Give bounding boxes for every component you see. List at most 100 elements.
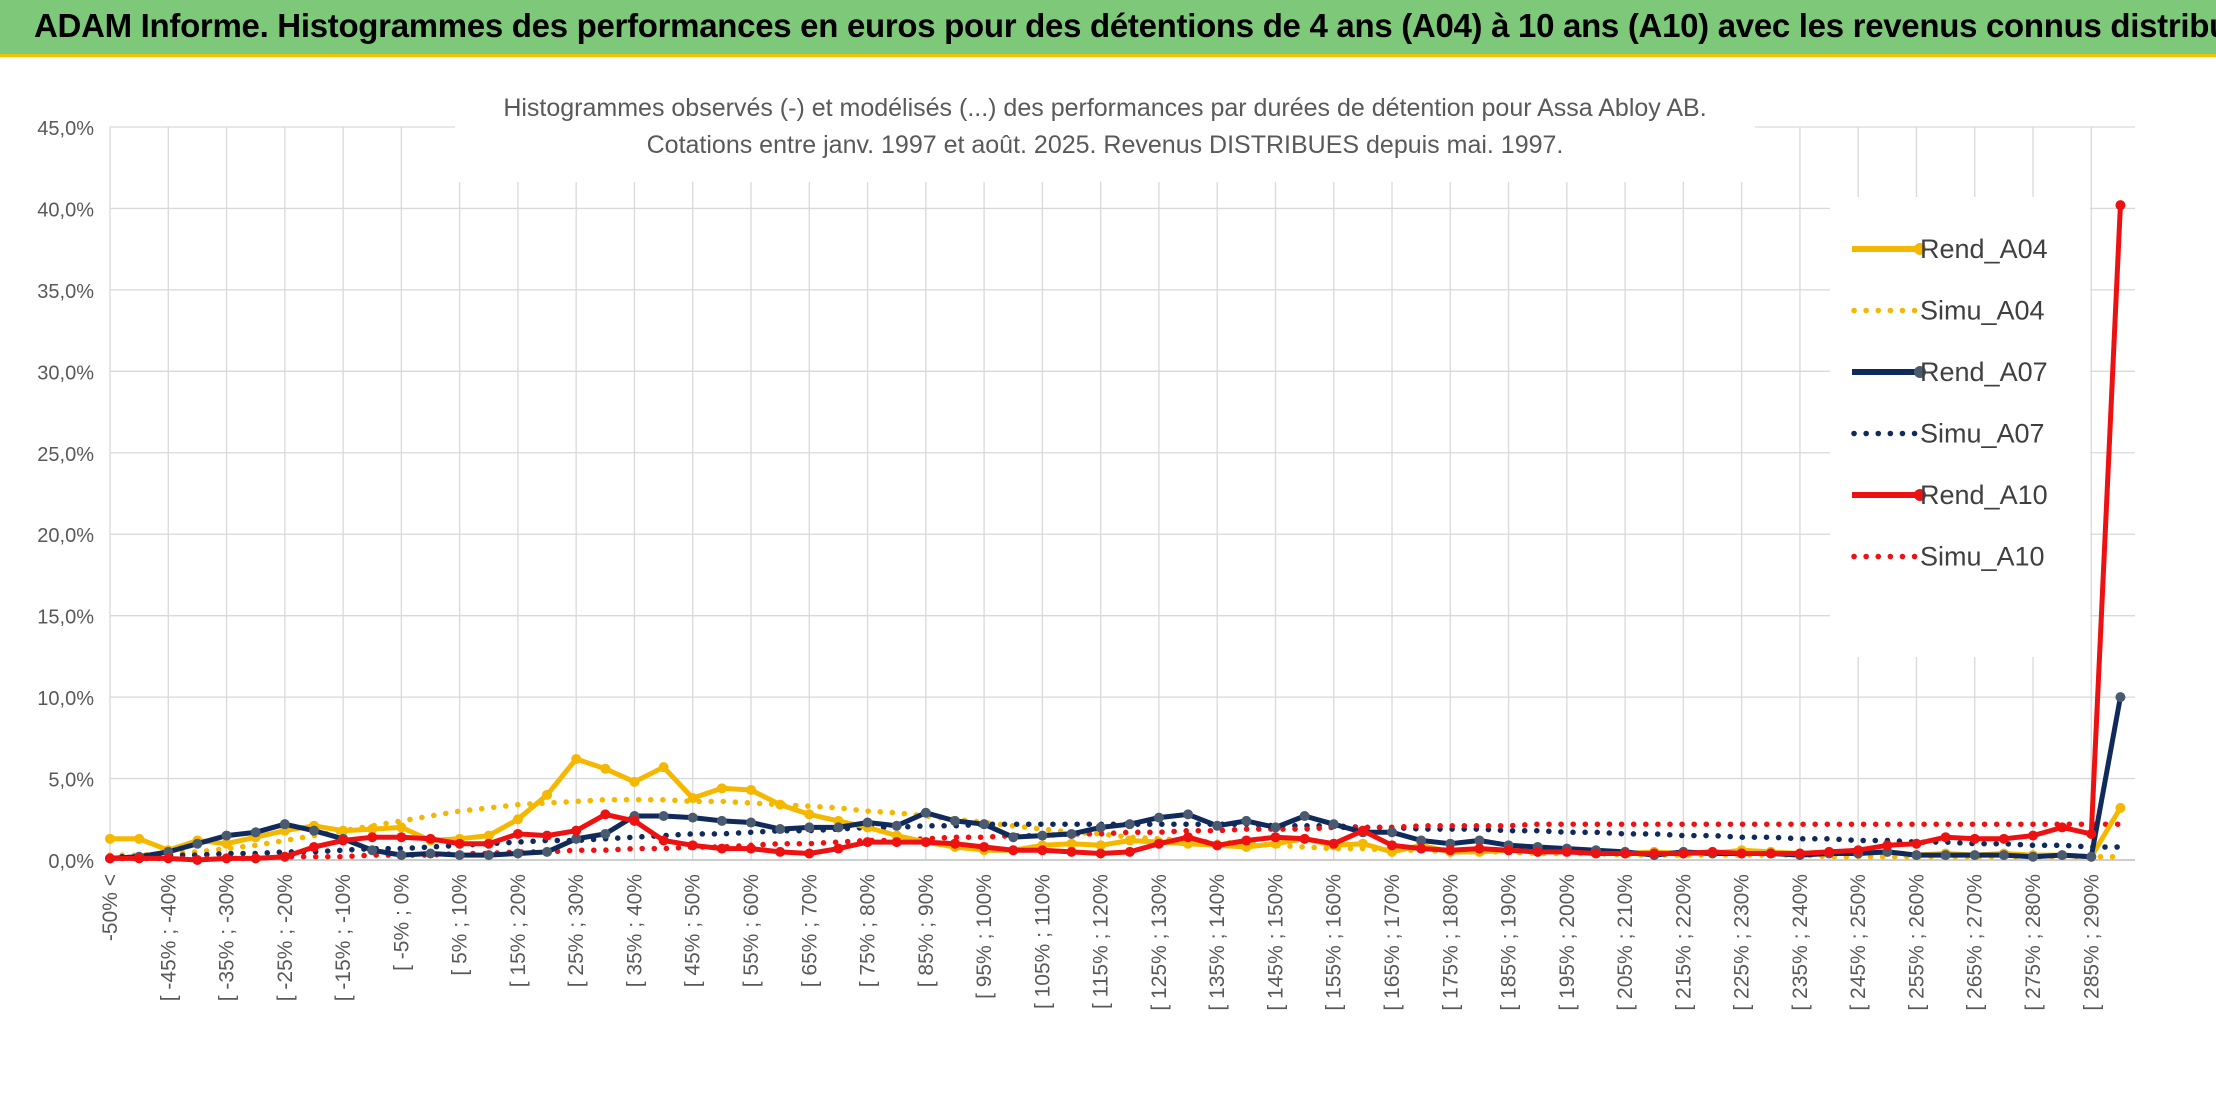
data-point [1620, 848, 1631, 859]
data-point [308, 825, 319, 836]
data-point [2115, 692, 2126, 703]
data-point [542, 846, 553, 857]
data-point [862, 837, 873, 848]
data-point [1969, 833, 1980, 844]
x-tick-label: [ 175% ; 180% [1439, 874, 1462, 1011]
data-point [454, 850, 465, 861]
data-point [1008, 845, 1019, 856]
y-tick-label: 5,0% [48, 770, 94, 792]
data-point [512, 828, 523, 839]
data-point [425, 833, 436, 844]
legend-item: Rend_A10 [1852, 480, 2048, 510]
y-tick-label: 40,0% [37, 199, 94, 221]
data-point [891, 837, 902, 848]
data-point [1008, 832, 1019, 843]
data-point [2086, 851, 2097, 862]
data-point [279, 819, 290, 830]
x-tick-label: [ 235% ; 240% [1789, 874, 1812, 1011]
data-point [1212, 820, 1223, 831]
data-point [687, 840, 698, 851]
x-tick-label: [ 225% ; 230% [1731, 874, 1754, 1011]
data-point [338, 825, 349, 836]
data-point [2086, 828, 2097, 839]
data-point [804, 822, 815, 833]
x-tick-label: [ 95% ; 100% [973, 874, 996, 999]
data-point [571, 833, 582, 844]
data-point [396, 822, 407, 833]
data-point [716, 843, 727, 854]
data-point [687, 793, 698, 804]
data-point [1736, 848, 1747, 859]
data-point [1678, 848, 1689, 859]
data-point [512, 814, 523, 825]
data-point [1969, 850, 1980, 861]
data-point [775, 846, 786, 857]
data-point [105, 853, 115, 864]
data-point [1474, 835, 1485, 846]
data-point [1649, 848, 1660, 859]
data-point [746, 784, 757, 795]
x-tick-label: [ -35% ; -30% [216, 874, 239, 1001]
data-point [338, 835, 349, 846]
y-tick-label: 25,0% [37, 444, 94, 466]
data-point [804, 848, 815, 859]
x-tick-label: [ 155% ; 160% [1323, 874, 1346, 1011]
data-point [1153, 812, 1164, 823]
data-point [1940, 832, 1951, 843]
data-point [1357, 825, 1368, 836]
data-point [1270, 832, 1281, 843]
histogram-line-chart: 0,0% 5,0% 10,0% 15,0% 20,0% 25,0% 30,0% 35,0% 40… [37, 82, 2135, 1011]
x-tick-label: [ 45% ; 50% [682, 874, 705, 987]
data-point [804, 809, 815, 820]
x-tick-label: [ 255% ; 260% [1905, 874, 1928, 1011]
x-tick-label: [ 185% ; 190% [1498, 874, 1521, 1011]
x-tick-label: [ 85% ; 90% [915, 874, 938, 987]
data-point [891, 820, 902, 831]
data-point [862, 817, 873, 828]
data-point [1765, 848, 1776, 859]
legend-item: Rend_A07 [1852, 357, 2048, 387]
header-banner: ADAM Informe. Histogrammes des performan… [0, 0, 2216, 57]
data-point [367, 824, 378, 835]
data-point [1998, 833, 2009, 844]
data-point [775, 824, 786, 835]
data-point [279, 851, 290, 862]
data-point [1037, 845, 1048, 856]
data-point [600, 809, 611, 820]
x-tick-label: [ 35% ; 40% [623, 874, 646, 987]
data-point [1328, 819, 1339, 830]
legend-marker [1914, 489, 1926, 501]
data-point [454, 838, 465, 849]
data-point [1824, 846, 1835, 857]
data-point [105, 833, 115, 844]
x-tick-label: [ -45% ; -40% [157, 874, 180, 1001]
data-point [367, 832, 378, 843]
chart-title-background [455, 82, 1755, 182]
chart-grid [109, 126, 2135, 861]
data-point [1241, 815, 1252, 826]
data-point [658, 762, 669, 773]
data-point [716, 815, 727, 826]
data-point [163, 853, 174, 864]
data-point [658, 811, 669, 822]
data-point [979, 841, 990, 852]
data-point [1095, 848, 1106, 859]
y-tick-label: 15,0% [37, 607, 94, 629]
data-point [629, 776, 640, 787]
data-point [1532, 846, 1543, 857]
data-point [1328, 838, 1339, 849]
data-point [629, 815, 640, 826]
x-tick-label: [ -15% ; -10% [332, 874, 355, 1001]
data-point [1357, 838, 1368, 849]
data-point [949, 815, 960, 826]
data-point [250, 827, 261, 838]
data-point [192, 855, 203, 865]
data-point [221, 830, 232, 841]
legend-label: Rend_A07 [1920, 357, 2048, 387]
x-tick-label: [ 145% ; 150% [1264, 874, 1287, 1011]
data-point [396, 832, 407, 843]
data-point [600, 828, 611, 839]
legend-background [1830, 197, 2090, 657]
data-point [1387, 840, 1398, 851]
x-tick-label: [ 285% ; 290% [2080, 874, 2103, 1011]
